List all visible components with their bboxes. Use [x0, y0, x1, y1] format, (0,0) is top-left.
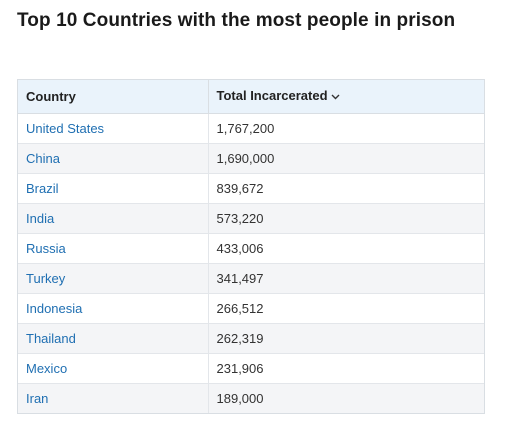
- total-incarcerated-cell: 262,319: [207, 322, 484, 353]
- total-incarcerated-cell: 839,672: [207, 172, 484, 203]
- country-link[interactable]: China: [26, 150, 60, 166]
- country-link[interactable]: Thailand: [26, 330, 76, 346]
- total-incarcerated-cell: 573,220: [207, 202, 484, 233]
- country-cell: Turkey: [18, 262, 208, 293]
- country-cell: Iran: [18, 382, 208, 413]
- total-incarcerated-cell: 341,497: [207, 262, 484, 293]
- column-header-total-label: Total Incarcerated: [216, 88, 328, 104]
- page-title: Top 10 Countries with the most people in…: [17, 10, 456, 31]
- column-header-total-incarcerated[interactable]: Total Incarcerated: [207, 80, 484, 114]
- table-body: United States 1,767,200 China 1,690,000 Braz…: [18, 112, 484, 413]
- column-header-country[interactable]: Country: [18, 80, 208, 114]
- country-link[interactable]: Russia: [26, 240, 66, 256]
- table-row: Brazil 839,672: [18, 172, 484, 203]
- table-row: Mexico 231,906: [18, 352, 484, 383]
- total-incarcerated-cell: 1,690,000: [207, 142, 484, 173]
- total-incarcerated-cell: 231,906: [207, 352, 484, 383]
- country-cell: United States: [18, 112, 208, 143]
- data-table-container: Country Total Incarcerated United States…: [17, 79, 485, 414]
- country-cell: China: [18, 142, 208, 173]
- table-row: United States 1,767,200: [18, 112, 484, 143]
- total-incarcerated-cell: 266,512: [207, 292, 484, 323]
- table-header-row: Country Total Incarcerated: [18, 80, 484, 114]
- country-cell: Brazil: [18, 172, 208, 203]
- country-link[interactable]: Iran: [26, 390, 49, 406]
- country-cell: Thailand: [18, 322, 208, 353]
- chevron-down-icon: [331, 88, 340, 103]
- table-row: India 573,220: [18, 202, 484, 233]
- total-incarcerated-cell: 189,000: [207, 382, 484, 413]
- country-link[interactable]: India: [26, 210, 55, 226]
- incarceration-table: Country Total Incarcerated United States…: [18, 80, 484, 413]
- total-incarcerated-cell: 433,006: [207, 232, 484, 263]
- table-row: Russia 433,006: [18, 232, 484, 263]
- column-header-country-label: Country: [26, 88, 76, 104]
- table-row: Turkey 341,497: [18, 262, 484, 293]
- country-link[interactable]: Brazil: [26, 180, 59, 196]
- table-header: Country Total Incarcerated: [18, 80, 484, 114]
- table-row: Indonesia 266,512: [18, 292, 484, 323]
- total-incarcerated-cell: 1,767,200: [207, 112, 484, 143]
- table-row: China 1,690,000: [18, 142, 484, 173]
- country-cell: Russia: [18, 232, 208, 263]
- country-link[interactable]: United States: [26, 120, 105, 136]
- table-row: Iran 189,000: [18, 382, 484, 413]
- country-cell: India: [18, 202, 208, 233]
- country-link[interactable]: Turkey: [26, 270, 66, 286]
- country-link[interactable]: Indonesia: [26, 300, 83, 316]
- country-link[interactable]: Mexico: [26, 360, 68, 376]
- country-cell: Indonesia: [18, 292, 208, 323]
- table-row: Thailand 262,319: [18, 322, 484, 353]
- country-cell: Mexico: [18, 352, 208, 383]
